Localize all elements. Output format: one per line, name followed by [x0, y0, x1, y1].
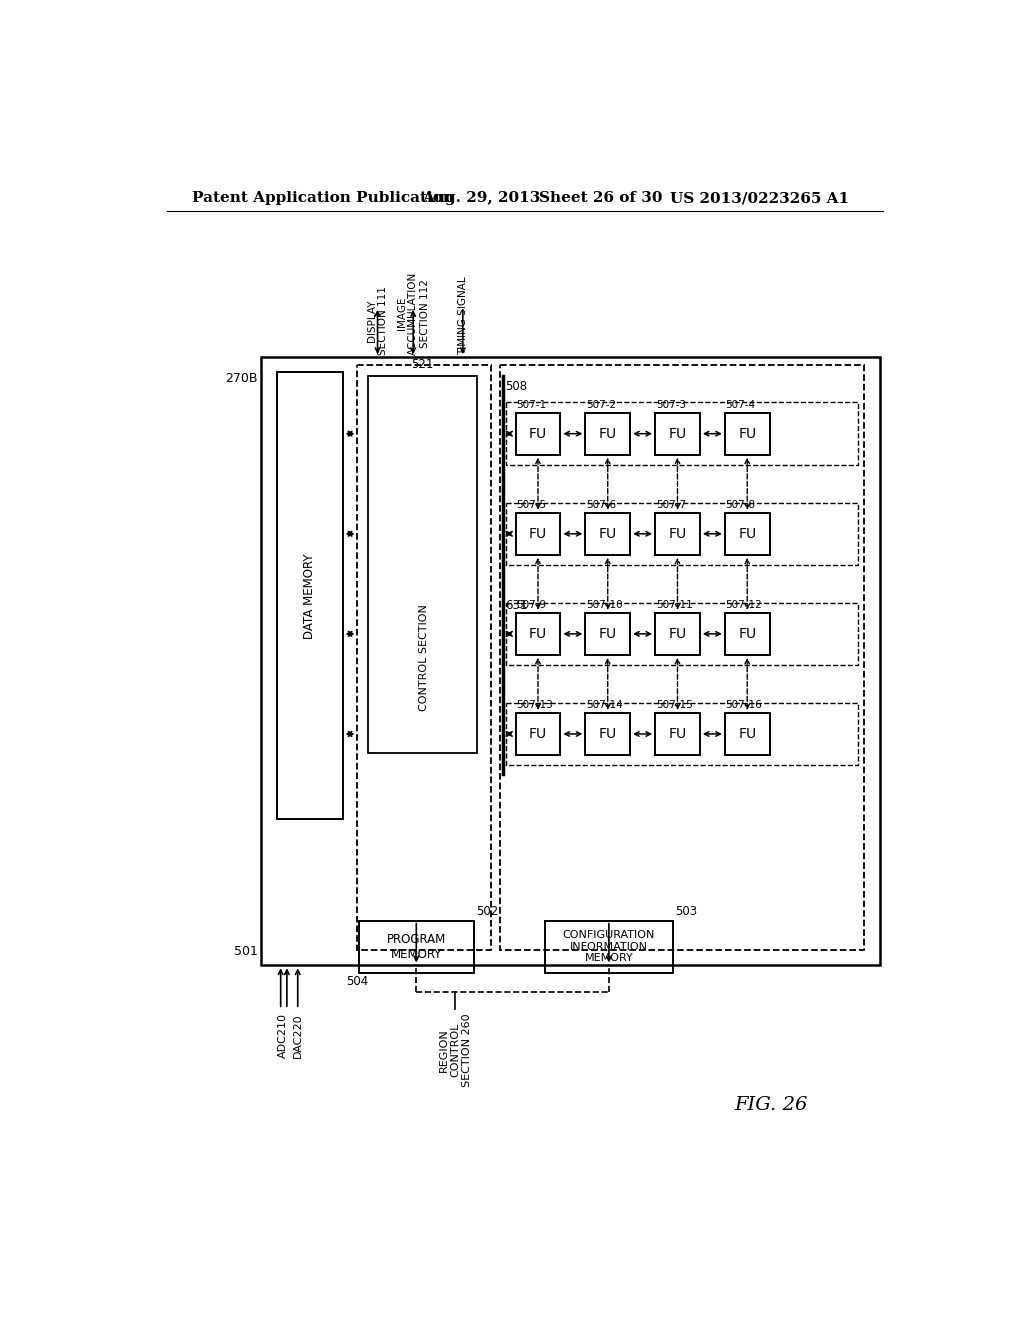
- Bar: [725, 412, 770, 455]
- Text: FU: FU: [529, 426, 547, 441]
- Text: FU: FU: [599, 527, 616, 541]
- Text: DISPLAY
SECTION 111: DISPLAY SECTION 111: [367, 286, 388, 355]
- Text: FU: FU: [738, 426, 757, 441]
- Text: FU: FU: [599, 426, 616, 441]
- Text: 507-5: 507-5: [516, 500, 547, 511]
- Bar: [506, 403, 858, 465]
- Text: 507-7: 507-7: [655, 500, 686, 511]
- Text: 507-8: 507-8: [726, 500, 756, 511]
- Text: FU: FU: [599, 727, 616, 741]
- Bar: [655, 512, 700, 554]
- Text: REGION
CONTROL
SECTION 260: REGION CONTROL SECTION 260: [438, 1014, 472, 1086]
- Bar: [506, 503, 858, 565]
- Text: 507-13: 507-13: [516, 701, 553, 710]
- Text: FU: FU: [738, 727, 757, 741]
- Text: 507-11: 507-11: [655, 601, 692, 610]
- Text: 507-10: 507-10: [586, 601, 623, 610]
- Bar: [515, 512, 560, 554]
- Text: FU: FU: [669, 627, 686, 642]
- Bar: [261, 358, 880, 965]
- Text: 507-1: 507-1: [516, 400, 547, 411]
- Text: Aug. 29, 2013: Aug. 29, 2013: [423, 191, 541, 206]
- Bar: [725, 612, 770, 655]
- Bar: [586, 612, 630, 655]
- Text: 507-14: 507-14: [586, 701, 623, 710]
- Text: FU: FU: [669, 426, 686, 441]
- Text: Sheet 26 of 30: Sheet 26 of 30: [539, 191, 663, 206]
- Text: IMAGE
ACCUMULATION
SECTION 112: IMAGE ACCUMULATION SECTION 112: [396, 272, 430, 355]
- Text: FU: FU: [599, 627, 616, 642]
- Text: 270B: 270B: [225, 372, 257, 385]
- Bar: [725, 512, 770, 554]
- Text: FU: FU: [738, 527, 757, 541]
- Bar: [506, 702, 858, 766]
- Text: CONFIGURATION
INFORMATION
MEMORY: CONFIGURATION INFORMATION MEMORY: [563, 931, 655, 964]
- Bar: [515, 713, 560, 755]
- Text: ADC210: ADC210: [278, 1014, 288, 1059]
- Bar: [357, 364, 490, 950]
- Text: 503: 503: [675, 906, 697, 919]
- Bar: [655, 612, 700, 655]
- Bar: [586, 512, 630, 554]
- Text: Patent Application Publication: Patent Application Publication: [193, 191, 455, 206]
- Bar: [586, 412, 630, 455]
- Text: PROGRAM
MEMORY: PROGRAM MEMORY: [387, 933, 445, 961]
- Text: 507-12: 507-12: [726, 601, 762, 610]
- Text: 507-3: 507-3: [655, 400, 686, 411]
- Bar: [276, 372, 343, 818]
- Text: 507-9: 507-9: [516, 601, 547, 610]
- Text: FU: FU: [669, 727, 686, 741]
- Text: CONTROL SECTION: CONTROL SECTION: [419, 605, 429, 710]
- Text: FU: FU: [669, 527, 686, 541]
- Bar: [655, 713, 700, 755]
- Text: 508: 508: [506, 380, 527, 393]
- Bar: [515, 612, 560, 655]
- Text: FU: FU: [529, 727, 547, 741]
- Text: 507-6: 507-6: [586, 500, 616, 511]
- Text: 502: 502: [476, 906, 499, 919]
- Text: 504: 504: [346, 974, 368, 987]
- Text: FIG. 26: FIG. 26: [734, 1097, 808, 1114]
- Bar: [500, 364, 864, 950]
- Text: 507-15: 507-15: [655, 701, 692, 710]
- Text: 501: 501: [233, 945, 257, 958]
- Text: 507-2: 507-2: [586, 400, 616, 411]
- Text: 507-16: 507-16: [726, 701, 762, 710]
- Text: DAC220: DAC220: [293, 1014, 303, 1057]
- Bar: [506, 603, 858, 665]
- Bar: [545, 921, 673, 973]
- Text: US 2013/0223265 A1: US 2013/0223265 A1: [671, 191, 850, 206]
- Text: 521: 521: [412, 358, 434, 371]
- Text: FU: FU: [529, 527, 547, 541]
- Text: FU: FU: [529, 627, 547, 642]
- Bar: [515, 412, 560, 455]
- Text: 631: 631: [506, 599, 527, 612]
- Text: FU: FU: [738, 627, 757, 642]
- Text: DATA MEMORY: DATA MEMORY: [303, 553, 316, 639]
- Bar: [369, 376, 477, 752]
- Bar: [725, 713, 770, 755]
- Text: 507-4: 507-4: [726, 400, 756, 411]
- Bar: [586, 713, 630, 755]
- Bar: [359, 921, 474, 973]
- Text: TIMING SIGNAL: TIMING SIGNAL: [458, 276, 468, 355]
- Bar: [655, 412, 700, 455]
